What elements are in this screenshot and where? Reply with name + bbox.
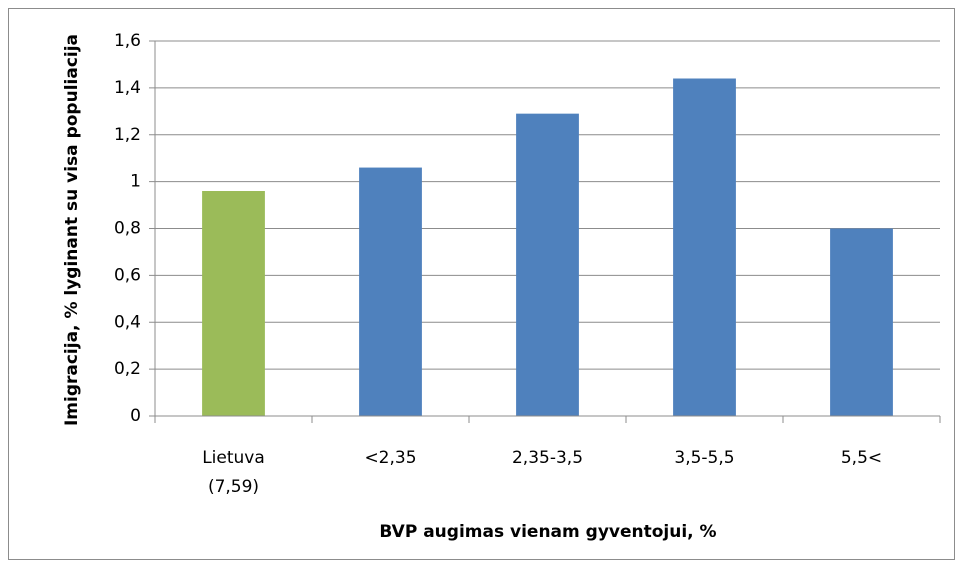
x-tick-label: Lietuva (7,59) xyxy=(202,448,265,497)
bar xyxy=(359,167,422,416)
bar xyxy=(516,113,579,416)
x-axis-title: BVP augimas vienam gyventojui, % xyxy=(379,522,716,542)
x-tick-label: <2,35 xyxy=(364,448,416,468)
y-tick-label: 0,6 xyxy=(114,265,141,285)
y-tick-label: 1 xyxy=(130,172,141,192)
bar xyxy=(202,191,265,416)
y-tick-label: 1,6 xyxy=(114,31,141,51)
bar xyxy=(673,78,736,416)
y-tick-label: 0 xyxy=(130,406,141,426)
x-tick-label: 2,35-3,5 xyxy=(512,448,583,468)
x-tick-label: 3,5-5,5 xyxy=(674,448,734,468)
y-axis-title: Imigracija, % lyginant su visa populiaci… xyxy=(62,34,82,426)
x-tick-label: 5,5< xyxy=(841,448,882,468)
y-tick-label: 0,8 xyxy=(114,219,141,239)
chart-border xyxy=(8,8,955,560)
bar xyxy=(830,228,893,416)
y-tick-label: 0,2 xyxy=(114,359,141,379)
y-tick-label: 1,2 xyxy=(114,125,141,145)
y-tick-label: 0,4 xyxy=(114,312,141,332)
y-tick-label: 1,4 xyxy=(114,78,141,98)
